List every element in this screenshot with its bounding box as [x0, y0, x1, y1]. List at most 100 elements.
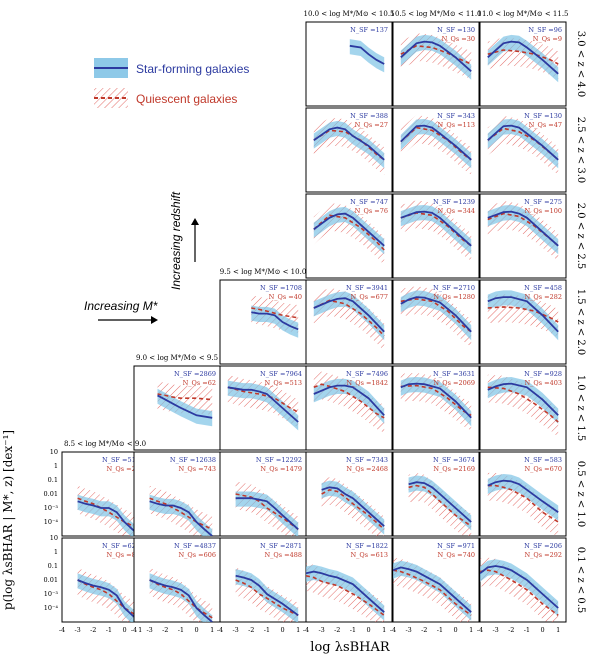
star-forming-band — [400, 377, 472, 427]
redshift-arrow: Increasing redshift — [169, 191, 199, 290]
star-forming-band — [487, 474, 559, 521]
star-forming-line — [251, 311, 299, 331]
mass-bin-label: 10.0 < log M*/M⊙ < 10.5 — [303, 10, 394, 18]
n-sf-label: N_SF =388 — [350, 112, 388, 120]
x-tick-label: -1 — [350, 626, 356, 634]
n-q-label: N_Qs =47 — [529, 121, 562, 129]
quiescent-line — [480, 569, 559, 616]
x-tick-label: 1 — [382, 626, 386, 634]
star-forming-band — [487, 290, 559, 341]
x-axis-label: log λsBHAR — [310, 640, 391, 655]
n-sf-label: N_SF =137 — [350, 26, 388, 34]
y-tick-label: 0.01 — [44, 576, 58, 584]
star-forming-line — [227, 386, 299, 423]
n-q-label: N_Qs =677 — [350, 293, 388, 301]
y-tick-label: 0.1 — [48, 562, 58, 570]
n-sf-label: N_SF =6289 — [102, 542, 144, 550]
mass-arrow-label: Increasing M* — [84, 299, 158, 313]
mass-bin-labels: 8.5 < log M*/M⊙ < 9.0 9.0 < log M*/M⊙ < 9… — [64, 10, 569, 448]
n-q-label: N_Qs =76 — [355, 207, 388, 215]
n-sf-label: N_SF =7496 — [346, 370, 388, 378]
n-q-label: N_Qs =9 — [533, 35, 562, 43]
star-forming-line — [487, 296, 559, 333]
x-tick-label: 1 — [469, 626, 473, 634]
star-forming-line — [408, 481, 472, 523]
star-forming-band — [400, 290, 472, 341]
star-forming-line — [400, 124, 472, 161]
y-tick-label: 1 — [54, 462, 58, 470]
y-tick-labels: 10 1 0.1 0.01 10⁻³ 10⁻⁴ 10 1 0.1 0.01 10⁻³ 10⁻⁴ — [44, 448, 59, 612]
star-forming-line — [149, 579, 213, 622]
y-tick-label: 10⁻³ — [44, 504, 59, 512]
n-q-label: N_Qs =2468 — [346, 465, 388, 473]
y-tick-label: 10 — [50, 448, 58, 456]
n-sf-label: N_SF =12292 — [256, 456, 302, 464]
n-sf-label: N_SF =7343 — [346, 456, 388, 464]
n-sf-label: N_SF =3674 — [433, 456, 475, 464]
star-forming-line — [313, 297, 385, 333]
n-sf-label: N_SF =7964 — [260, 370, 302, 378]
star-forming-band — [408, 475, 472, 531]
quiescent-line — [400, 44, 472, 65]
y-tick-label: 0.01 — [44, 490, 58, 498]
x-tick-label: -4 — [217, 626, 223, 634]
x-tick-label: 1 — [296, 626, 300, 634]
star-forming-line — [149, 500, 213, 536]
n-q-label: N_Qs =2069 — [433, 379, 475, 387]
quiescent-line — [149, 579, 213, 619]
mass-arrow: Increasing M* — [84, 299, 158, 324]
quiescent-line — [157, 393, 213, 401]
n-q-label: N_Qs =40 — [269, 293, 302, 301]
star-forming-line — [487, 40, 559, 75]
y-tick-label: 0.1 — [48, 476, 58, 484]
n-sf-label: N_SF =583 — [524, 456, 562, 464]
star-forming-band — [235, 491, 299, 536]
star-forming-band — [306, 564, 385, 621]
n-q-label: N_Qs =282 — [524, 293, 562, 301]
quiescent-line — [487, 484, 559, 523]
x-tick-label: -3 — [492, 626, 498, 634]
star-forming-band — [313, 378, 385, 424]
redshift-arrow-label: Increasing redshift — [169, 191, 183, 290]
x-tick-label: -2 — [334, 626, 340, 634]
y-tick-label: 1 — [54, 548, 58, 556]
quiescent-line — [487, 306, 559, 323]
n-sf-label: N_SF =458 — [524, 284, 562, 292]
quiescent-line — [306, 575, 385, 616]
mass-bin-label: 10.5 < log M*/M⊙ < 11.0 — [390, 10, 481, 18]
star-forming-band — [157, 388, 213, 427]
redshift-bin-label: 3.0 < z < 4.0 — [575, 31, 586, 98]
quiescent-line — [321, 488, 385, 530]
x-tick-label: -2 — [248, 626, 254, 634]
redshift-bin-labels: 3.0 < z < 4.0 2.5 < z < 3.0 2.0 < z < 2.5 1… — [575, 31, 586, 614]
n-sf-label: N_SF =2869 — [174, 370, 216, 378]
panel-0-5: N_SF =96N_Qs =9 — [479, 21, 567, 107]
star-forming-band — [400, 205, 472, 255]
quiescent-line — [235, 579, 299, 617]
n-q-label: N_Qs =1479 — [260, 465, 302, 473]
x-tick-label: -2 — [508, 626, 514, 634]
star-forming-line — [480, 565, 559, 609]
y-tick-label: 10⁻⁴ — [44, 518, 59, 526]
legend: Star-forming galaxies Quiescent galaxies — [94, 58, 249, 108]
x-tick-label: -3 — [318, 626, 324, 634]
y-tick-label: 10⁻⁴ — [44, 604, 59, 612]
n-q-label: N_Qs =62 — [183, 379, 216, 387]
star-forming-line — [400, 210, 472, 247]
n-q-label: N_Qs =855 — [106, 551, 144, 559]
star-forming-band — [313, 291, 385, 341]
x-tick-label: -4 — [131, 626, 137, 634]
panel-0-3: N_SF =137 — [305, 21, 393, 107]
star-forming-line — [393, 566, 472, 613]
star-forming-line — [487, 210, 559, 247]
n-q-label: N_Qs =100 — [524, 207, 562, 215]
mass-bin-label: 9.0 < log M*/M⊙ < 9.5 — [136, 354, 218, 362]
